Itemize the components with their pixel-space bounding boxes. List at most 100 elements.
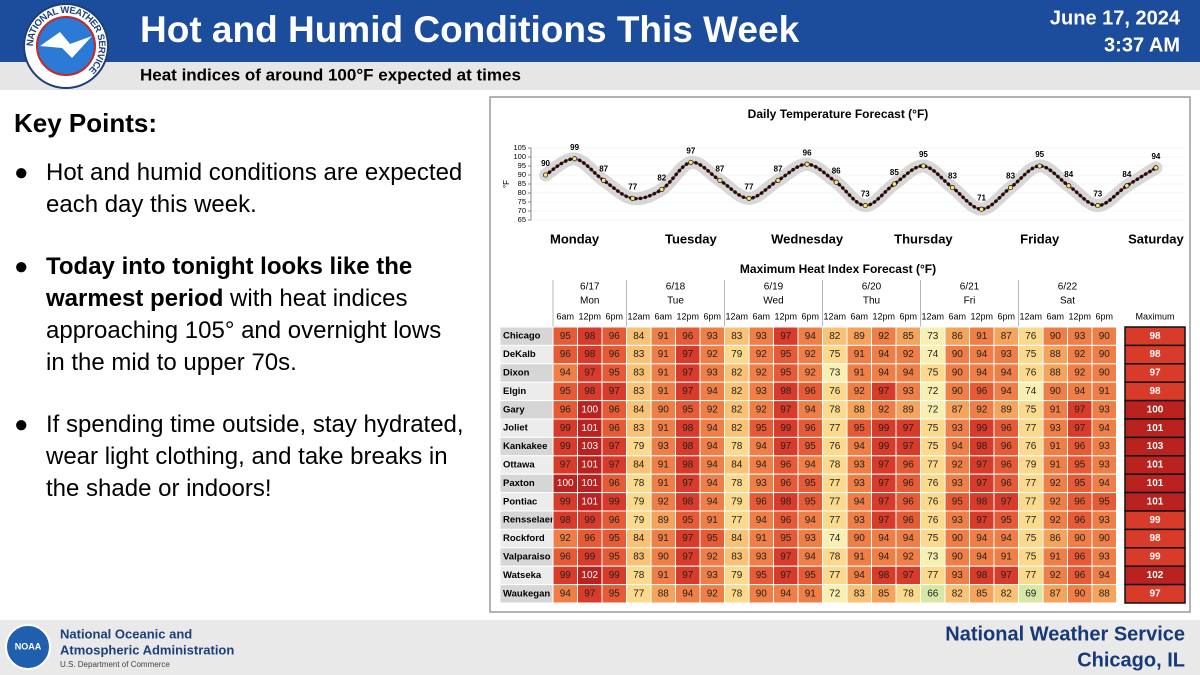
heat-value: 90 [1099,368,1111,379]
heat-value: 84 [731,460,743,471]
heat-value: 90 [854,533,866,544]
max-value: 103 [1147,441,1164,452]
heat-value: 94 [976,533,988,544]
heat-value: 91 [805,588,817,599]
heat-value: 93 [658,441,670,452]
header-band [0,0,1200,62]
heat-value: 96 [1074,496,1086,507]
heat-value: 94 [707,478,719,489]
y-tick-label: 75 [518,197,526,206]
heat-value: 97 [560,460,572,471]
time-label: 12am [725,311,748,321]
heat-value: 93 [952,515,964,526]
heat-value: 92 [1074,349,1086,360]
heat-value: 75 [927,441,939,452]
heat-value: 94 [878,368,890,379]
heat-value: 79 [633,496,645,507]
heat-value: 94 [854,496,866,507]
heat-value: 92 [878,404,890,415]
heat-value: 82 [952,588,964,599]
heat-value: 93 [756,331,768,342]
heat-value: 77 [829,423,841,434]
point-label: 87 [715,165,724,174]
heat-value: 94 [682,588,694,599]
heat-value: 97 [682,368,694,379]
day-label: Friday [1020,231,1060,246]
bullet: ● Today into tonight looks like the warme… [14,251,466,379]
bullet-dot: ● [14,159,29,186]
heat-value: 76 [829,441,841,452]
time-label: 6pm [899,311,917,321]
point [746,195,752,201]
heat-value: 73 [927,331,939,342]
time-label: 12pm [676,311,699,321]
heat-value: 93 [756,552,768,563]
heat-value: 66 [927,588,939,599]
location-name: Ottawa [503,460,535,471]
heat-value: 98 [560,515,572,526]
heat-value: 96 [903,496,915,507]
y-tick-label: 90 [518,170,526,179]
heat-value: 97 [903,570,915,581]
heat-value: 96 [560,404,572,415]
heat-value: 93 [952,570,964,581]
heat-value: 97 [780,441,792,452]
heat-value: 79 [731,496,743,507]
point-label: 99 [570,143,579,152]
heat-value: 73 [829,368,841,379]
heat-value: 95 [560,331,572,342]
y-tick-label: 80 [518,188,526,197]
heat-value: 93 [1099,515,1111,526]
point [1008,185,1014,191]
heat-value: 94 [1001,386,1013,397]
heat-value: 89 [1001,404,1013,415]
point [659,186,665,192]
heat-value: 91 [707,515,719,526]
heat-value: 91 [1001,552,1013,563]
heat-value: 83 [633,552,645,563]
heat-value: 74 [1025,386,1037,397]
heat-value: 103 [581,441,598,452]
point-label: 86 [832,166,841,175]
heat-value: 97 [682,349,694,360]
heat-value: 91 [854,552,866,563]
heat-value: 93 [952,423,964,434]
heat-value: 94 [756,441,768,452]
day-label: Thursday [894,231,953,246]
max-cell [1124,583,1186,604]
heat-value: 94 [903,533,915,544]
heat-value: 72 [829,588,841,599]
heat-value: 76 [927,515,939,526]
heat-value: 99 [560,441,572,452]
heat-value: 78 [633,478,645,489]
heat-value: 97 [780,404,792,415]
heat-value: 94 [1099,423,1111,434]
max-value: 101 [1147,423,1164,434]
heat-value: 76 [829,386,841,397]
noaa-name: Atmospheric Administration [60,642,234,657]
heat-value: 94 [805,331,817,342]
heat-value: 93 [805,533,817,544]
heat-value: 83 [633,349,645,360]
heat-value: 85 [976,588,988,599]
heat-value: 94 [1074,386,1086,397]
heat-value: 91 [854,368,866,379]
heat-value: 98 [584,331,596,342]
heat-value: 99 [560,423,572,434]
date-label: 6/21 [960,282,980,293]
bullet-dot: ● [14,411,29,438]
heat-value: 95 [805,570,817,581]
heat-value: 94 [756,460,768,471]
noaa-logo [5,624,51,670]
heat-value: 93 [1099,404,1111,415]
heat-value: 93 [854,515,866,526]
heat-value: 96 [1074,570,1086,581]
day-label: Monday [550,231,600,246]
heat-value: 95 [609,533,621,544]
heat-value: 92 [805,368,817,379]
heat-value: 92 [756,368,768,379]
heat-value: 90 [952,368,964,379]
heat-value: 92 [707,349,719,360]
heat-value: 78 [633,570,645,581]
key-points: Key Points: ● Hot and humid conditions ar… [14,108,469,535]
